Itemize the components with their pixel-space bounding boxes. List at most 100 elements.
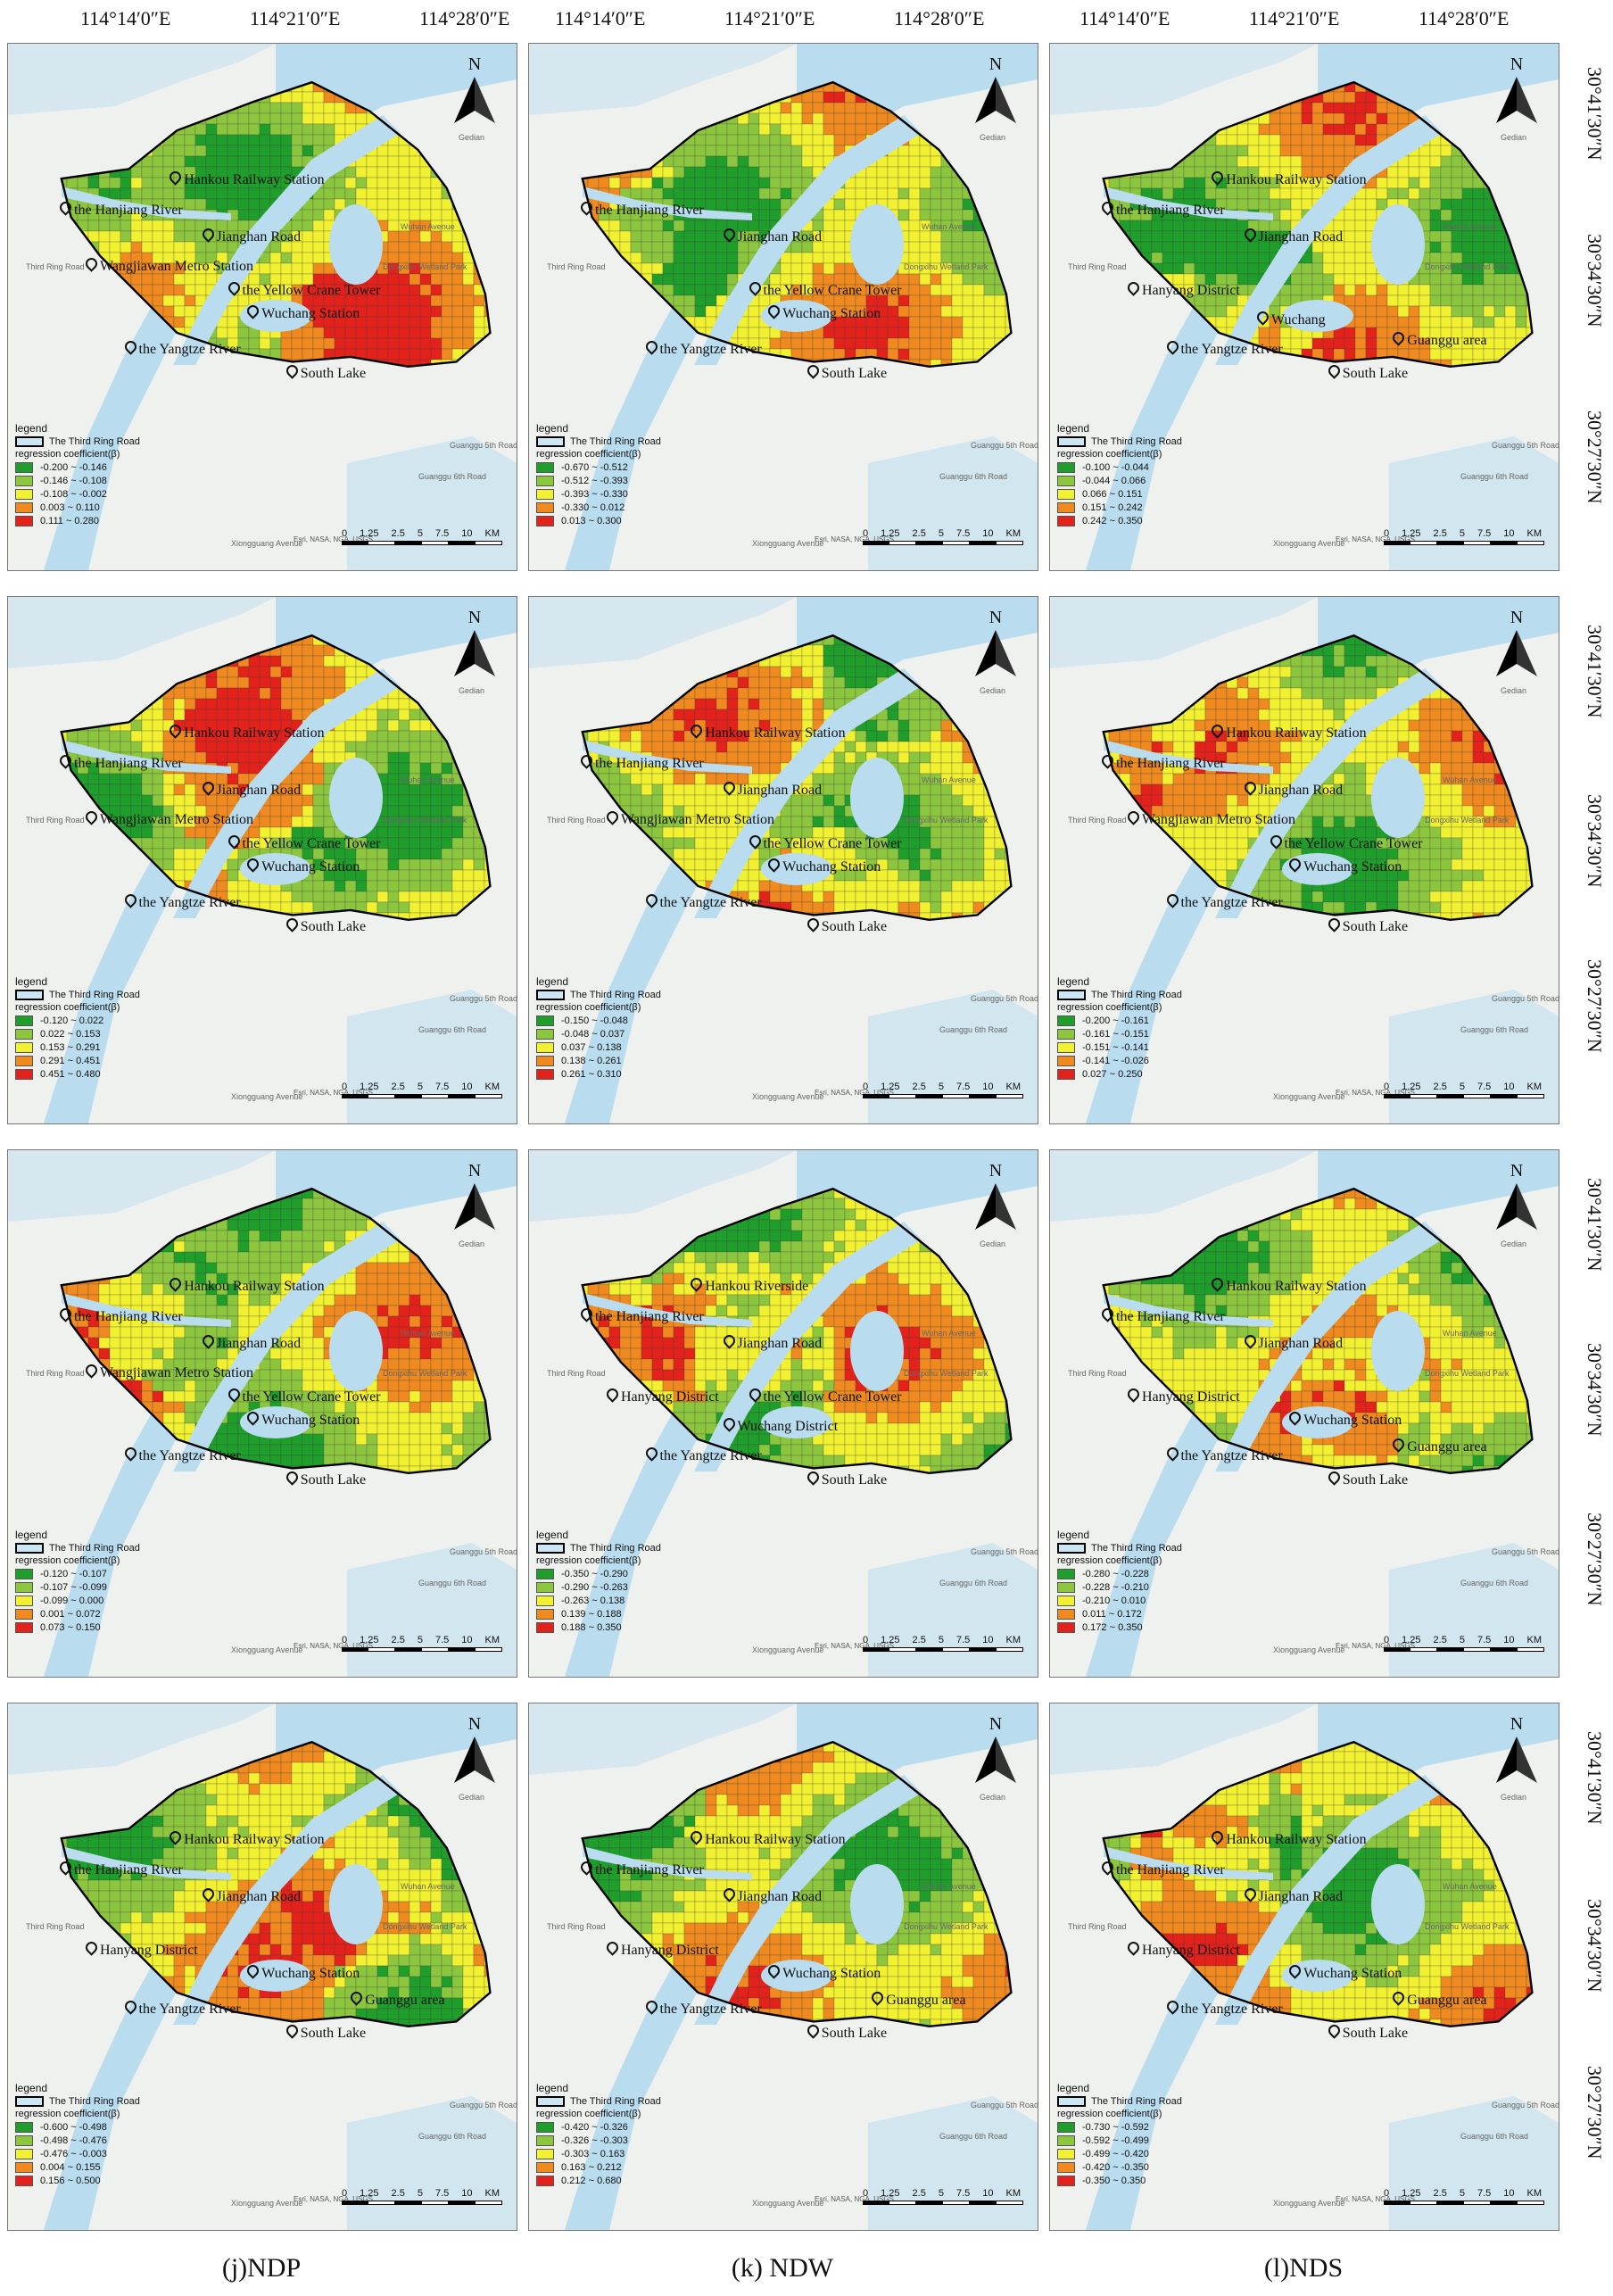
grid-cell bbox=[705, 252, 717, 264]
legend-class: -0.044 ~ 0.066 bbox=[1057, 474, 1182, 487]
grid-cell bbox=[598, 134, 610, 146]
grid-cell bbox=[302, 644, 314, 657]
grid-cell bbox=[506, 667, 517, 677]
grid-cell bbox=[1290, 337, 1303, 350]
grid-cell bbox=[506, 220, 517, 231]
grid-cell bbox=[35, 124, 45, 135]
grid-cell bbox=[1505, 370, 1516, 381]
grid-cell bbox=[1430, 381, 1441, 392]
grid-cell bbox=[897, 198, 910, 211]
grid-cell bbox=[216, 123, 228, 136]
place-label: the Hanjiang River bbox=[1099, 199, 1225, 219]
grid-cell bbox=[758, 198, 771, 211]
grid-cell bbox=[205, 644, 218, 657]
grid-cell bbox=[45, 220, 56, 231]
grid-cell bbox=[780, 145, 792, 157]
grid-cell bbox=[1077, 295, 1088, 306]
grid-cell bbox=[323, 187, 335, 200]
grid-cell bbox=[1140, 327, 1153, 339]
grid-cell bbox=[582, 155, 589, 168]
grid-cell bbox=[398, 177, 410, 189]
grid-cell bbox=[259, 82, 271, 93]
grid-cell bbox=[1365, 102, 1377, 114]
grid-cell bbox=[495, 688, 506, 699]
grid-cell bbox=[78, 381, 88, 392]
grid-cell bbox=[506, 731, 517, 742]
grid-cell bbox=[630, 348, 642, 361]
grid-cell bbox=[748, 305, 760, 318]
grid-cell bbox=[98, 273, 111, 286]
grid-cell bbox=[630, 241, 642, 253]
grid-cell bbox=[940, 348, 953, 361]
grid-cell bbox=[344, 337, 357, 350]
grid-cell bbox=[737, 91, 749, 104]
grid-cell bbox=[484, 166, 491, 178]
grid-cell bbox=[1376, 187, 1388, 200]
grid-cell bbox=[227, 370, 238, 381]
grid-cell bbox=[1355, 381, 1366, 392]
grid-cell bbox=[1429, 177, 1442, 189]
grid-cell bbox=[1129, 134, 1142, 146]
grid-cell bbox=[1194, 112, 1206, 125]
grid-cell bbox=[184, 134, 196, 146]
grid-cell bbox=[1322, 348, 1335, 361]
grid-cell bbox=[1027, 92, 1038, 103]
grid-cell bbox=[302, 337, 314, 350]
grid-cell bbox=[462, 709, 475, 721]
grid-cell bbox=[237, 209, 250, 221]
grid-cell bbox=[87, 134, 100, 146]
grid-cell bbox=[174, 381, 185, 392]
grid-cell bbox=[705, 198, 717, 211]
grid-cell bbox=[1386, 177, 1399, 189]
grid-cell bbox=[1515, 348, 1527, 361]
grid-cell bbox=[877, 381, 888, 392]
grid-cell bbox=[1258, 145, 1270, 157]
grid-cell bbox=[673, 112, 685, 125]
grid-cell bbox=[441, 166, 453, 178]
grid-cell bbox=[45, 667, 56, 677]
grid-cell bbox=[1354, 112, 1367, 125]
grid-cell bbox=[98, 220, 111, 232]
grid-cell bbox=[683, 177, 696, 189]
grid-cell bbox=[1301, 359, 1313, 367]
grid-cell bbox=[506, 688, 517, 699]
grid-cell bbox=[930, 177, 942, 189]
grid-cell bbox=[473, 145, 485, 157]
grid-cell bbox=[1344, 337, 1356, 350]
grid-cell bbox=[930, 198, 942, 211]
grid-cell bbox=[1204, 102, 1217, 114]
grid-cell bbox=[366, 730, 378, 742]
grid-cell bbox=[705, 134, 717, 146]
grid-cell bbox=[335, 381, 345, 392]
grid-cell bbox=[833, 209, 846, 221]
grid-cell bbox=[1279, 327, 1292, 339]
grid-cell bbox=[1016, 242, 1027, 253]
grid-cell bbox=[227, 112, 239, 125]
grid-cell bbox=[430, 709, 443, 721]
grid-cell bbox=[1103, 284, 1110, 296]
grid-cell bbox=[227, 741, 239, 753]
grid-cell bbox=[582, 166, 589, 178]
grid-cell bbox=[237, 751, 250, 764]
grid-cell bbox=[260, 70, 270, 81]
grid-cell bbox=[419, 134, 432, 146]
grid-cell bbox=[312, 209, 325, 221]
grid-cell bbox=[430, 284, 443, 296]
grid-cell bbox=[940, 230, 953, 243]
grid-cell bbox=[45, 156, 56, 167]
grid-cell bbox=[419, 655, 432, 667]
grid-cell bbox=[951, 327, 964, 339]
grid-cell bbox=[1291, 70, 1302, 81]
grid-cell bbox=[737, 252, 749, 264]
grid-cell bbox=[216, 741, 228, 753]
grid-cell bbox=[897, 187, 910, 200]
grid-cell bbox=[940, 112, 953, 125]
grid-cell bbox=[506, 145, 517, 156]
grid-cell bbox=[1419, 284, 1431, 296]
grid-cell bbox=[844, 134, 856, 146]
grid-cell bbox=[130, 123, 143, 136]
grid-cell bbox=[790, 337, 803, 350]
grid-cell bbox=[98, 783, 111, 796]
grid-cell bbox=[619, 284, 632, 296]
grid-cell bbox=[587, 112, 600, 125]
